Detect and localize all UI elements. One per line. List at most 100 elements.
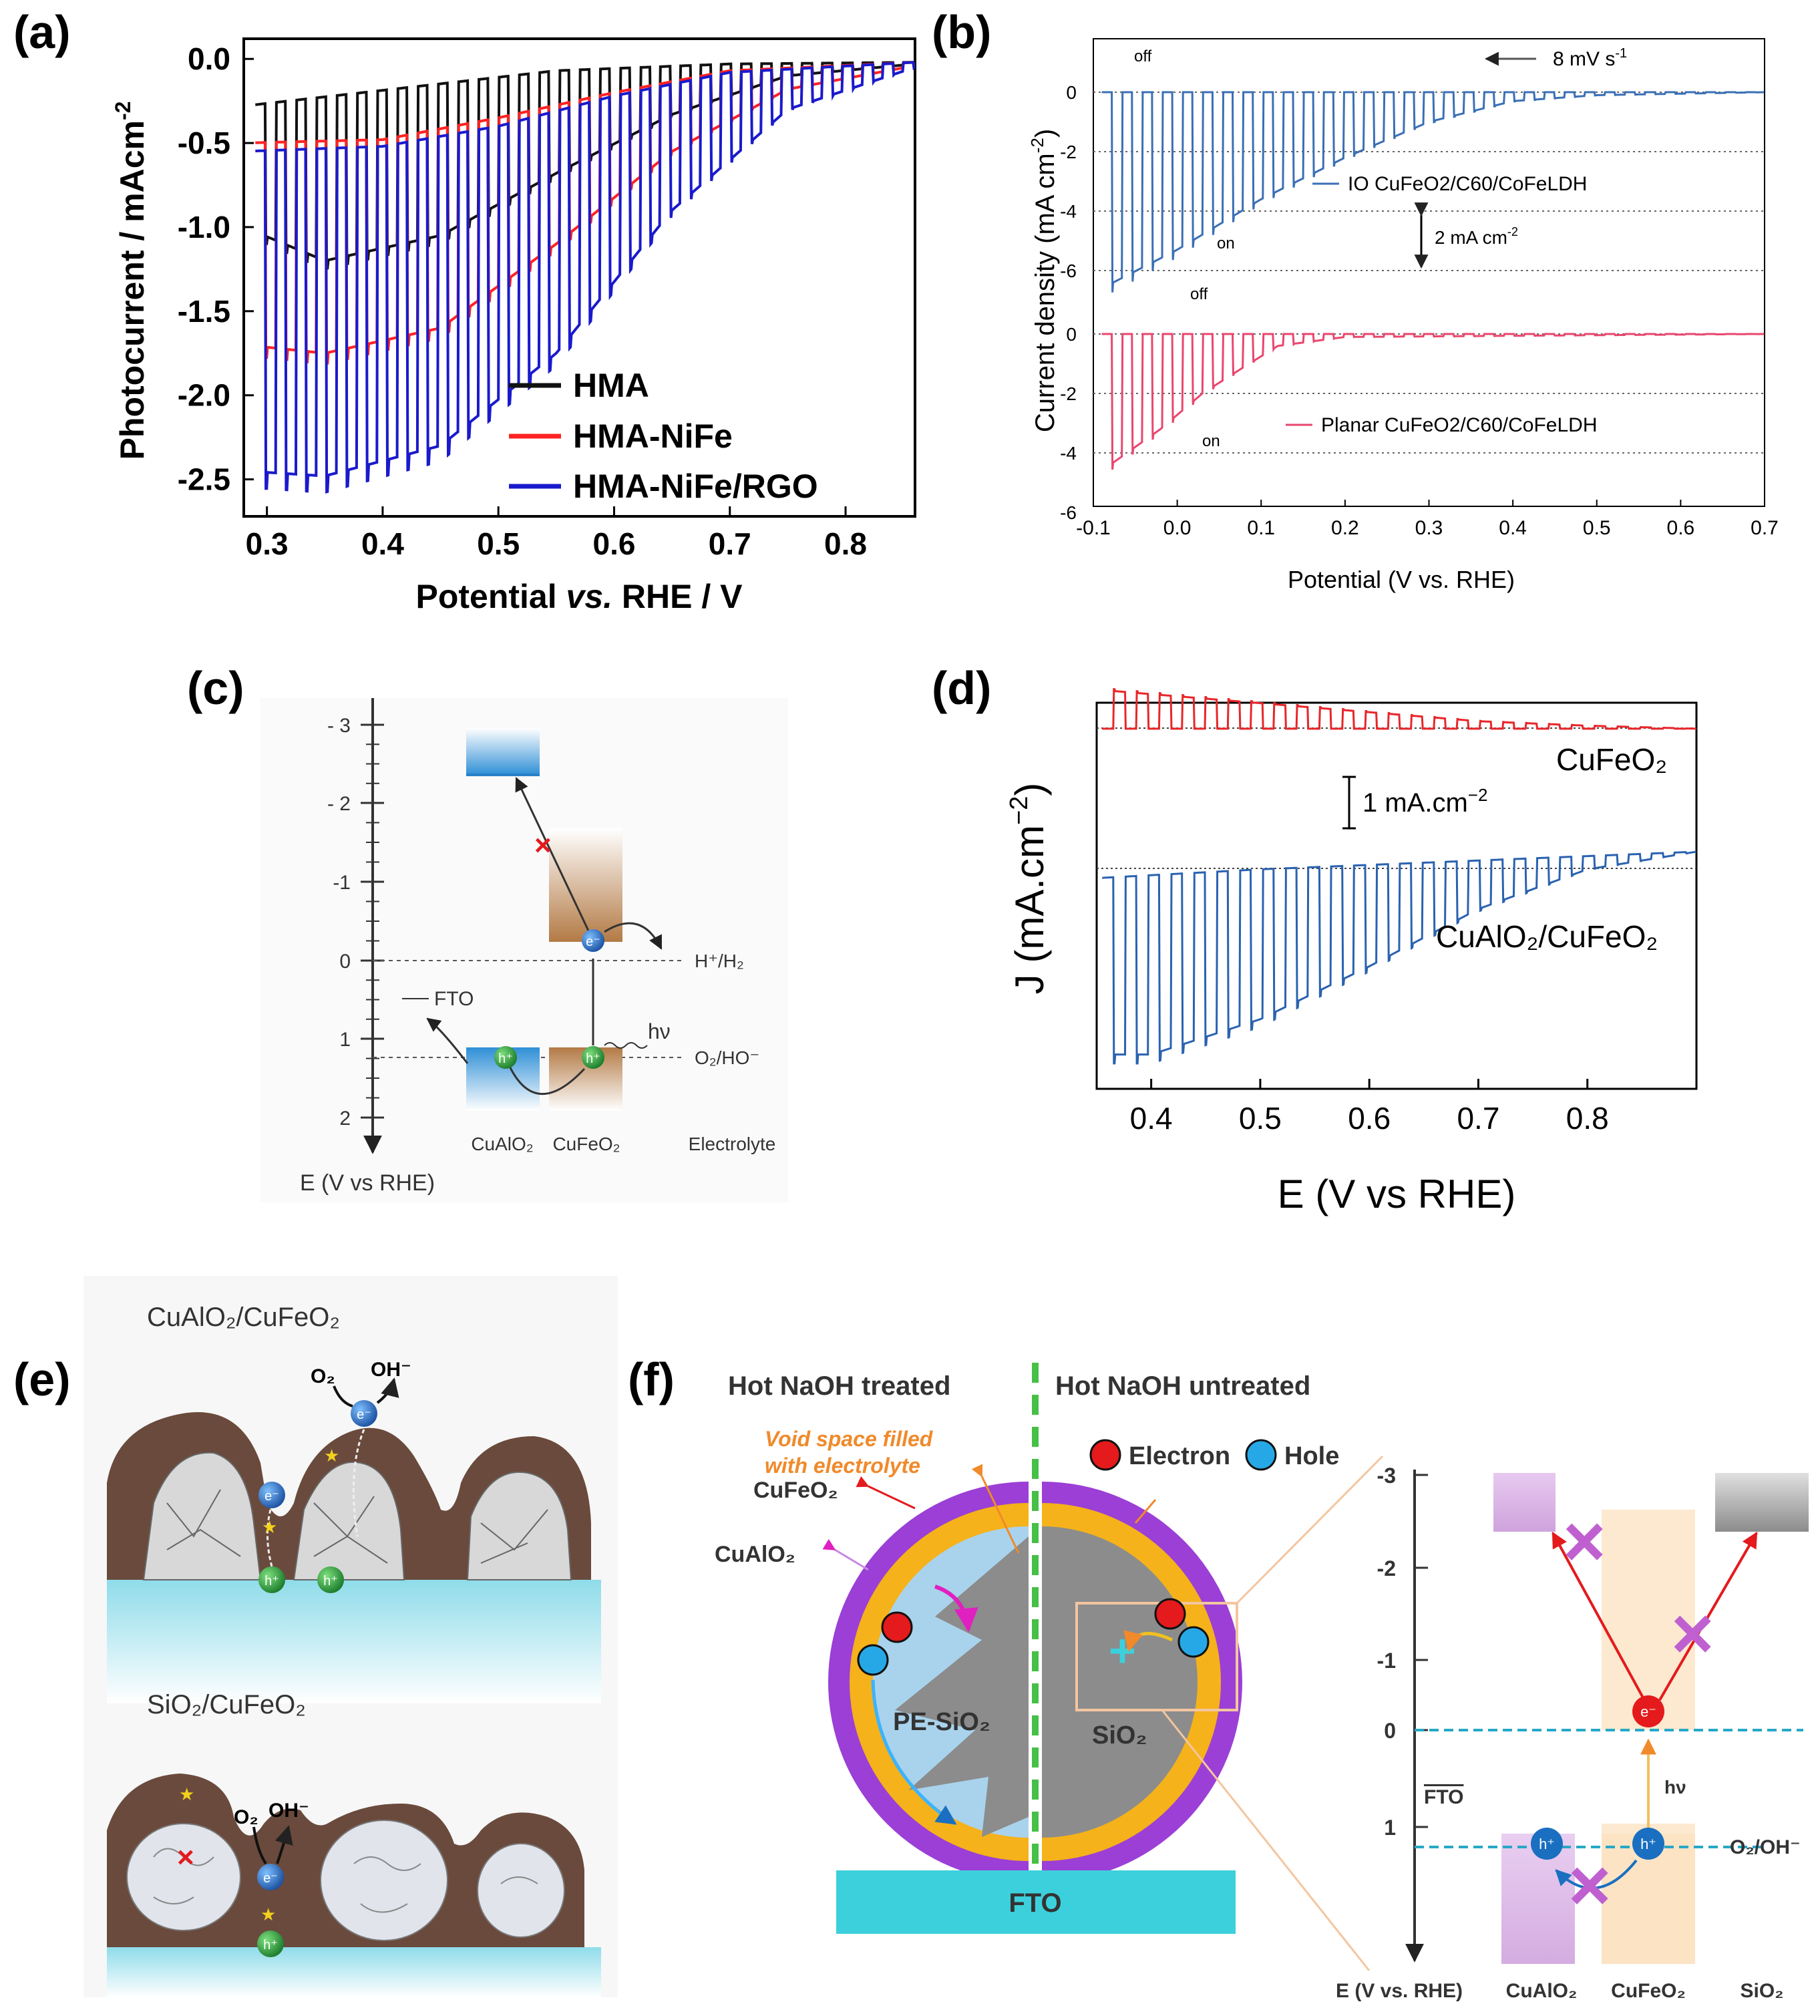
hole-icon-e-1 <box>258 1566 285 1593</box>
series-line-cualo2-cufeo2 <box>1102 850 1696 1065</box>
hole-transfer-arrow <box>506 1061 586 1095</box>
y-tick-label: -3 <box>1377 1464 1396 1488</box>
y-tick-label: -1.5 <box>178 294 230 329</box>
blocked-cross-f: + <box>1109 1625 1136 1677</box>
electron-icon-f-energy <box>1632 1695 1664 1727</box>
electron-icon-e-2 <box>351 1400 377 1427</box>
y-tick-label: 2 <box>339 1108 351 1130</box>
legend-hole-icon <box>1245 1439 1277 1471</box>
electron-icon-e-1 <box>258 1482 285 1508</box>
star-icon-e-2: ★ <box>324 1446 339 1466</box>
crystal-facets-top <box>166 1489 548 1564</box>
y-tick-label: 1 <box>339 1029 351 1051</box>
cross-icon-f-3: × <box>1568 1844 1611 1926</box>
legend-label-hma: HMA <box>573 367 649 404</box>
x-tick-label: 0.5 <box>477 526 520 561</box>
scale-label-d: 1 mA.cm−2 <box>1362 785 1487 818</box>
crystal-cluster-3 <box>466 1471 572 1580</box>
void-note-pointer-2 <box>1134 1499 1157 1524</box>
y-tick-label: -2 <box>1377 1556 1396 1580</box>
legend-label-io: IO CuFeO2/C60/CoFeLDH <box>1348 173 1587 195</box>
sio2-band-cb <box>1715 1473 1809 1532</box>
legend-electron-icon <box>1089 1439 1121 1471</box>
fto-substrate <box>836 1870 1236 1934</box>
panel-f-axis-label: E (V vs. RHE) <box>1336 1980 1463 2002</box>
x-tick-label: 0.6 <box>593 526 636 561</box>
sio2-sphere-3 <box>477 1843 565 1938</box>
hole-icon-cualo2 <box>494 1046 517 1069</box>
cualo2-label-f: CuAlO₂ <box>715 1542 795 1567</box>
x-tick-label: 0.5 <box>1239 1101 1282 1136</box>
y-tick-label: -0.5 <box>178 126 230 160</box>
charge-paths-top <box>266 1429 365 1567</box>
panel-a-frame <box>242 37 916 518</box>
electron-arrow-to-cualo2 <box>1552 1531 1646 1701</box>
y-tick-label: - 2 <box>327 793 351 815</box>
panel-d-ticks: 0.4 0.5 0.6 0.7 0.8 <box>1130 1079 1609 1136</box>
panel-d-series <box>1102 688 1696 1065</box>
annotation-off-io: off <box>1134 47 1152 65</box>
series-line-hma <box>255 61 916 271</box>
series-line-hma-nife <box>255 61 916 365</box>
reaction-arrow-e-bottom <box>252 1827 289 1865</box>
panel-f-ticks: -3 -2 -1 0 1 <box>1377 1464 1428 1840</box>
sio2-sphere-2 <box>320 1820 448 1941</box>
panel-label-d: (d) <box>932 662 992 714</box>
cufeo2-label: CuFeO₂ <box>552 1134 620 1154</box>
x-tick-label: 0.6 <box>1348 1101 1391 1136</box>
y-tick-label: -1 <box>333 872 351 894</box>
panel-b-reference-lines <box>1093 92 1765 454</box>
panel-d-frame <box>1095 701 1698 1090</box>
series-label-cufeo2: CuFeO₂ <box>1556 742 1667 777</box>
panel-b-series <box>1101 91 1765 470</box>
electron-label: e⁻ <box>586 935 600 949</box>
hole-icon-cufeo2 <box>582 1046 604 1069</box>
hole-label-f-energy-1: h⁺ <box>1539 1836 1555 1852</box>
zoom-line-top <box>1236 1455 1384 1605</box>
panel-d-ylabel: J (mA.cm−2) <box>1005 783 1052 995</box>
void-note-line-2: with electrolyte <box>765 1454 920 1478</box>
series-line-planar <box>1101 333 1765 470</box>
star-icon-e-1: ★ <box>262 1517 277 1537</box>
o2-label-e-top: O₂ <box>311 1365 335 1387</box>
hole-label-cufeo2: h⁺ <box>586 1051 600 1066</box>
material-label-cualo2: CuAlO₂ <box>1506 1980 1578 2002</box>
blocked-cross: × <box>534 829 552 862</box>
panel-e-illustration: CuAlO₂/CuFeO₂ h⁺ h⁺ e⁻ e⁻ ★ ★ O₂ OH⁻ SiO… <box>83 1276 618 1997</box>
series-line-io <box>1101 91 1765 293</box>
o2-label-e-bottom: O₂ <box>234 1806 258 1828</box>
crystal-cluster-1 <box>142 1452 262 1580</box>
oh-label-e-top: OH⁻ <box>371 1359 411 1381</box>
hole-icon-f-right <box>1177 1626 1210 1658</box>
x-tick-label: 0.7 <box>1457 1101 1499 1136</box>
x-tick-label: 0.0 <box>1163 517 1192 539</box>
panel-f-illustration: Hot NaOH treated Hot NaOH untreated Elec… <box>715 1363 1809 2002</box>
y-tick-label: 0 <box>1066 82 1077 103</box>
substrate-bottom <box>107 1947 601 1997</box>
cufeo2-label-f: CuFeO₂ <box>753 1478 838 1503</box>
y-tick-label: -1 <box>1377 1649 1396 1673</box>
electron-icon-e-3 <box>257 1864 284 1890</box>
hole-transport-arrow <box>871 1679 957 1826</box>
legend-label-planar: Planar CuFeO2/C60/CoFeLDH <box>1321 414 1598 436</box>
hole-label-cualo2: h⁺ <box>498 1051 513 1066</box>
x-tick-label: 0.3 <box>1415 517 1443 539</box>
panel-label-a: (a) <box>13 6 71 58</box>
panel-b-frame <box>1093 38 1765 507</box>
oh-label-e-bottom: OH⁻ <box>268 1800 309 1822</box>
hole-label-f-energy-2: h⁺ <box>1640 1836 1656 1852</box>
hole-icon-f-energy-2 <box>1632 1828 1664 1860</box>
photon-wave <box>604 1042 648 1049</box>
panel-label-e: (e) <box>13 1353 71 1405</box>
fto-label: FTO <box>434 988 474 1010</box>
panel-b-ticks: -0.1 0.0 0.1 0.2 0.3 0.4 0.5 0.6 0.7 0 -2 -4 -6 0 -2 -4… <box>1060 82 1779 539</box>
header-treated: Hot NaOH treated <box>728 1371 950 1401</box>
panel-label-b: (b) <box>932 6 992 58</box>
x-tick-label: 0.8 <box>1566 1101 1609 1136</box>
hole-icon-e-2 <box>317 1566 344 1593</box>
hole-label-e-2: h⁺ <box>323 1574 338 1588</box>
hole-to-fto-arrow <box>426 1017 469 1064</box>
hole-icon-e-3 <box>257 1930 284 1957</box>
panel-c-ticks: - 3 - 2 -1 0 1 2 <box>327 715 384 1130</box>
